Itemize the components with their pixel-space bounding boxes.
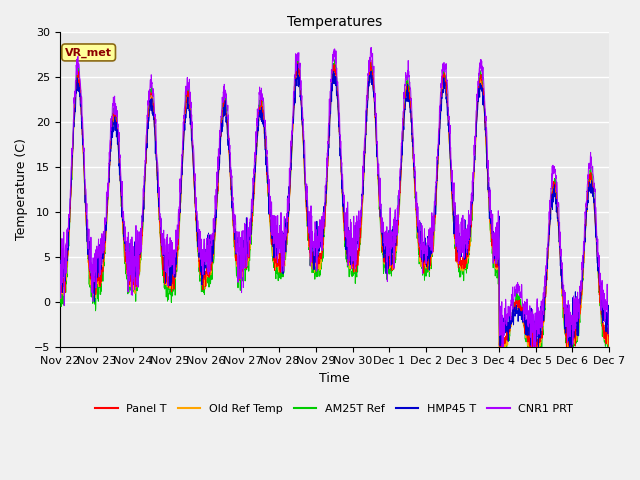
Text: VR_met: VR_met bbox=[65, 48, 112, 58]
Title: Temperatures: Temperatures bbox=[287, 15, 382, 29]
Legend: Panel T, Old Ref Temp, AM25T Ref, HMP45 T, CNR1 PRT: Panel T, Old Ref Temp, AM25T Ref, HMP45 … bbox=[91, 399, 578, 419]
Y-axis label: Temperature (C): Temperature (C) bbox=[15, 138, 28, 240]
X-axis label: Time: Time bbox=[319, 372, 349, 385]
